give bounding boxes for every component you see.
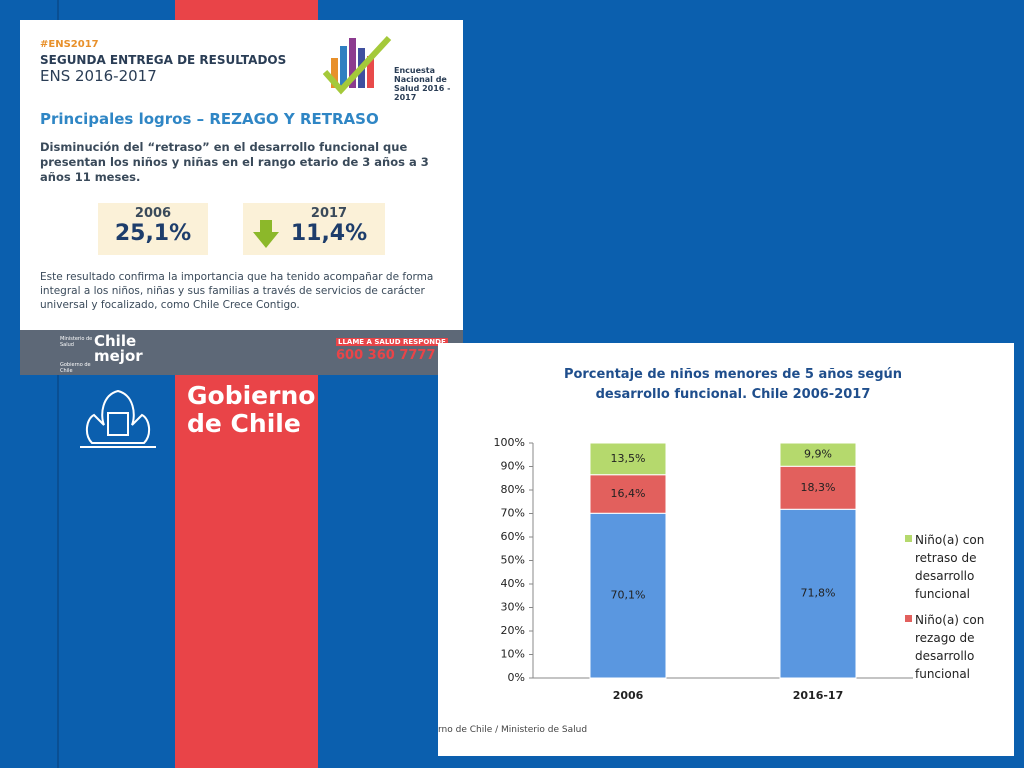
bar-segment [779,465,857,510]
value-label: 70,1% [611,589,646,602]
stat-year: 2006 [134,206,172,221]
divider [57,0,59,768]
chart: 0% 10% 20% 30% 40% 50% 60% 70% 80% 90% 100% 2006 70,… [494,436,913,702]
x-tick-label: 2016-17 [793,689,844,702]
footer-bar: Ministerio de Salud Gobierno de Chile Ch… [20,330,463,375]
bar-segment [589,442,667,476]
legend-label: Niño(a) con retraso de desarrollo funcio… [915,533,985,601]
y-tick-label: 20% [501,624,525,637]
body-text: Este resultado confirma la importancia q… [40,271,434,311]
stat-box: 2017 11,4% [243,203,385,255]
y-tick-label: 30% [501,601,525,614]
y-tick-label: 50% [501,554,525,567]
value-label: 13,5% [611,452,646,465]
y-tick-label: 80% [501,483,525,496]
y-tick-label: 40% [501,577,525,590]
stat-year: 2017 [310,206,348,221]
value-label: 71,8% [801,587,836,600]
government-label: Gobierno de Chile [187,381,316,438]
hotline-number: 600 360 7777 [336,348,436,363]
x-tick-label: 2006 [613,689,644,702]
y-tick-label: 0% [508,671,525,684]
government: Gobierno de Chile [60,362,91,374]
legend-label: Niño(a) con rezago de desarrollo funcion… [915,613,985,681]
y-tick-label: 70% [501,507,525,520]
brand: Chile mejor [94,332,143,365]
subheading: ENS 2016-2017 [40,67,157,85]
infographic: #ENS2017 SEGUNDA ENTREGA DE RESULTADOS E… [20,20,463,375]
ens-logo [323,35,392,95]
stat-value: 11,4% [290,221,368,246]
chart-panel: 0% 10% 20% 30% 40% 50% 60% 70% 80% 90% 100% 2006 70,… [438,343,1014,756]
hotline-title: LLAME A SALUD RESPONDE [336,338,448,346]
value-label: 18,3% [801,481,836,494]
hashtag: #ENS2017 [40,39,99,50]
coat-of-arms [80,389,156,448]
stat-value: 25,1% [114,221,192,246]
legend-swatch [905,615,912,622]
y-tick-label: 90% [501,460,525,473]
section-title: Principales logros – REZAGO Y RETRASO [40,110,379,128]
stat-box: 2006 25,1% [98,203,208,255]
logo-text: Encuesta Nacional de Salud 2016 - 2017 [394,66,451,102]
value-label: 9,9% [804,448,832,461]
down-arrow [253,220,279,248]
y-tick-label: 10% [501,648,525,661]
y-tick-label: 100% [494,436,525,449]
bar-segment [779,442,857,467]
ministry: Ministerio de Salud [60,336,93,348]
chart-title: Porcentaje de niños menores de 5 años se… [563,367,903,402]
y-tick-label: 60% [501,530,525,543]
legend-swatch [905,535,912,542]
chart-source: rno de Chile / Ministerio de Salud [438,725,588,735]
heading: SEGUNDA ENTREGA DE RESULTADOS [40,53,287,67]
bar-segment [589,512,667,679]
bar-segment [779,508,857,679]
value-label: 16,4% [611,487,646,500]
bar-segment [589,474,667,514]
lead-text: Disminución del “retraso” en el desarrol… [40,140,429,184]
